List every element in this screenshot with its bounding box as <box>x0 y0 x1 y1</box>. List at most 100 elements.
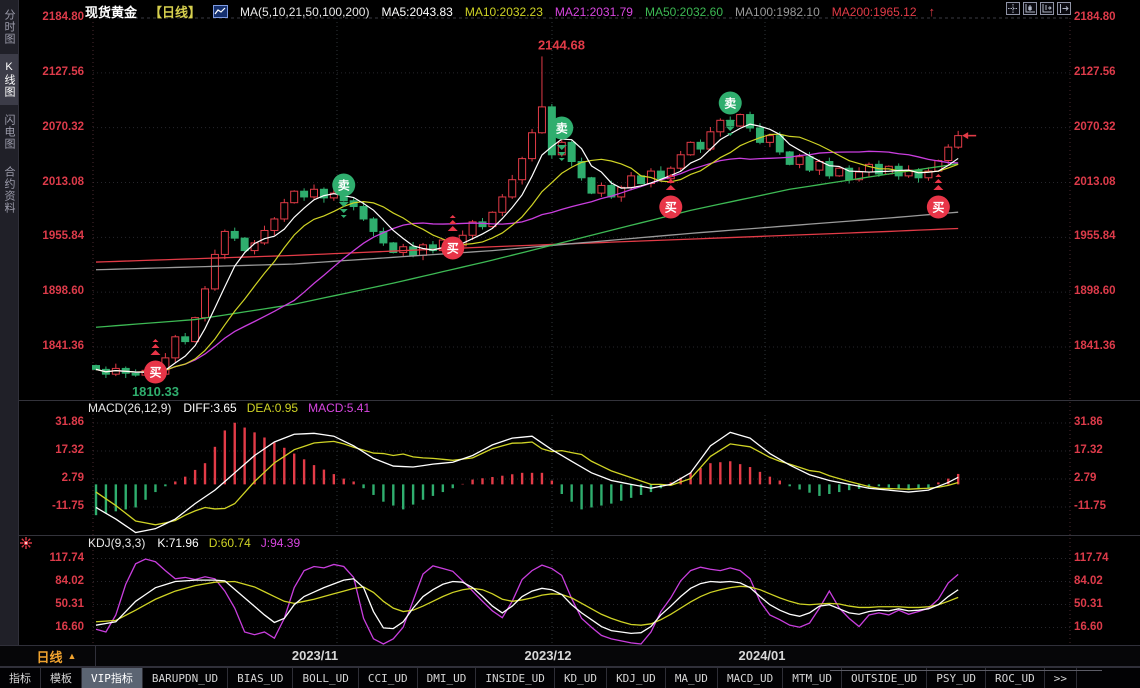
price-annotation: 2144.68 <box>538 37 585 52</box>
time-axis-strip: 日线 ▲ 2023/11 2023/12 2024/01 <box>0 645 1140 667</box>
indicator-tab-barupdn_ud[interactable]: BARUPDN_UD <box>143 668 229 688</box>
ma-value-5: MA200:1965.12 <box>831 4 917 19</box>
indicator-tab-[interactable]: 模板 <box>41 668 82 688</box>
chart-style-icon[interactable] <box>213 5 229 18</box>
kdj-j-line <box>95 558 959 645</box>
last-price-arrow-icon <box>962 132 977 140</box>
kdj-value-1: D:60.74 <box>208 536 251 550</box>
price-tick: 2184.80 <box>42 11 84 23</box>
macd-value-0: DIFF:3.65 <box>183 401 237 415</box>
indicator-tab-vip[interactable]: VIP指标 <box>82 668 143 688</box>
alert-icon[interactable] <box>20 536 32 554</box>
period-selector-tab[interactable]: 日线 ▲ <box>18 646 96 666</box>
sidebar-item-3[interactable]: 合约资料 <box>3 166 15 214</box>
ma-value-3: MA50:2032.60 <box>644 4 724 19</box>
kdj-tick: 16.60 <box>1074 620 1103 633</box>
sidebar-item-2[interactable]: 闪电图 <box>3 114 15 150</box>
indicator-tab-kdj_ud[interactable]: KDJ_UD <box>607 668 666 688</box>
macd-tick: 2.79 <box>61 471 84 484</box>
kdj-value-0: K:71.96 <box>157 536 199 550</box>
indicator-tab-psy_ud[interactable]: PSY_UD <box>927 668 987 688</box>
macd-tick: 31.86 <box>1074 416 1103 428</box>
svg-text:买: 买 <box>447 242 459 256</box>
buy-signal-marker: 买 <box>659 174 683 219</box>
indicator-tab-ma_ud[interactable]: MA_UD <box>666 668 718 688</box>
sidebar-item-0[interactable]: 分时图 <box>3 9 15 45</box>
collapse-right-icon[interactable] <box>1057 2 1071 15</box>
add-indicator-pane-icon[interactable] <box>1023 2 1037 15</box>
trend-up-arrow-icon: ↑ <box>928 4 936 19</box>
date-label-0: 2023/11 <box>291 648 339 663</box>
sidebar-item-1[interactable]: K线图 <box>0 54 18 105</box>
indicator-tab-inside_ud[interactable]: INSIDE_UD <box>476 668 555 688</box>
price-tick: 2184.80 <box>1074 11 1116 23</box>
kdj-tick: 84.02 <box>1074 574 1103 587</box>
macd-tick: 17.32 <box>55 444 84 456</box>
indicator-tab-cci_ud[interactable]: CCI_UD <box>359 668 418 688</box>
date-label-2: 2024/01 <box>738 648 786 663</box>
ma-value-1: MA10:2032.23 <box>464 4 543 19</box>
buy-signal-marker: 买 <box>143 339 167 384</box>
indicator-tab-[interactable]: 指标 <box>0 668 41 688</box>
indicator-tab-dmi_ud[interactable]: DMI_UD <box>418 668 477 688</box>
kdj-tick: 50.31 <box>55 597 84 610</box>
svg-text:卖: 卖 <box>338 177 350 192</box>
macd-tick: 2.79 <box>1074 471 1097 484</box>
candles-layer <box>92 56 963 378</box>
kdj-tick: 50.31 <box>1074 597 1103 610</box>
price-tick: 1955.84 <box>42 230 84 243</box>
period-tab-label: 日线 <box>36 649 63 665</box>
macd-values: DIFF:3.65 DEA:0.95 MACD:5.41 <box>183 401 370 415</box>
price-tick: 2127.56 <box>42 65 84 78</box>
price-tick: 1898.60 <box>1074 285 1116 298</box>
indicator-tab-bias_ud[interactable]: BIAS_UD <box>228 668 294 688</box>
pane-arrow-icon[interactable] <box>1040 2 1054 15</box>
svg-text:卖: 卖 <box>724 95 736 110</box>
crosshair-icon[interactable] <box>1006 2 1020 15</box>
price-tick: 2070.32 <box>42 120 84 133</box>
indicator-tab-boll_ud[interactable]: BOLL_UD <box>293 668 359 688</box>
period-tab-arrow-icon: ▲ <box>67 651 77 661</box>
diff-line <box>95 431 959 534</box>
indicator-tab-outside_ud[interactable]: OUTSIDE_UD <box>842 668 928 688</box>
ma50-line <box>95 163 959 328</box>
macd-header: MACD(26,12,9) DIFF:3.65 DEA:0.95 MACD:5.41 <box>88 401 370 415</box>
dea-line <box>95 440 959 526</box>
macd-value-1: DEA:0.95 <box>246 401 299 415</box>
kdj-value-2: J:94.39 <box>260 536 301 550</box>
kdj-d-line <box>95 580 959 626</box>
indicator-tab-roc_ud[interactable]: ROC_UD <box>986 668 1045 688</box>
price-annotation: 1810.33 <box>132 384 179 399</box>
buy-signal-marker: 买 <box>926 174 950 219</box>
indicator-tab-mtm_ud[interactable]: MTM_UD <box>783 668 843 688</box>
indicator-tab-macd_ud[interactable]: MACD_UD <box>718 668 784 688</box>
macd-tick: 31.86 <box>55 416 84 428</box>
ma-value-4: MA100:1982.10 <box>735 4 820 19</box>
chart-type-sidebar: 分时图 K线图闪电图合约资料 <box>0 0 19 645</box>
indicator-toolbar: 指标 模板 VIP指标 BARUPDN_UD BIAS_UD BOLL_UD CCI_UD D… <box>0 667 1140 688</box>
period-label: 【日线】 <box>149 5 202 20</box>
indicator-tab-kd_ud[interactable]: KD_UD <box>555 668 608 688</box>
svg-text:卖: 卖 <box>556 120 568 135</box>
price-tick: 2013.08 <box>1074 175 1116 188</box>
price-tick: 2013.08 <box>42 175 84 188</box>
ma-value-0: MA5:2043.83 <box>381 4 453 19</box>
ma-values: MA5:2043.83 MA10:2032.23 MA21:2031.79 MA50:… <box>381 5 916 19</box>
macd-tick: 17.32 <box>1074 444 1103 456</box>
svg-text:买: 买 <box>932 201 944 215</box>
toolbar-scroll-track[interactable] <box>830 670 1102 671</box>
indicator-tab-[interactable]: >> <box>1045 668 1078 688</box>
price-tick: 1955.84 <box>1074 230 1116 243</box>
macd-name: MACD(26,12,9) <box>88 401 172 415</box>
kdj-tick: 117.74 <box>49 551 84 564</box>
ma-value-2: MA21:2031.79 <box>554 4 633 19</box>
price-tick: 1841.36 <box>42 340 84 352</box>
ma21-line <box>95 150 959 373</box>
chart-canvas[interactable]: 买 卖买 卖买 卖买 2144.68 1810.33 <box>0 0 1140 645</box>
macd-histogram <box>94 422 960 516</box>
svg-text:买: 买 <box>149 366 161 380</box>
ma100-line <box>95 211 959 271</box>
macd-tick: -11.75 <box>52 500 84 512</box>
price-tick: 1898.60 <box>42 285 84 298</box>
price-tick: 2070.32 <box>1074 120 1116 133</box>
